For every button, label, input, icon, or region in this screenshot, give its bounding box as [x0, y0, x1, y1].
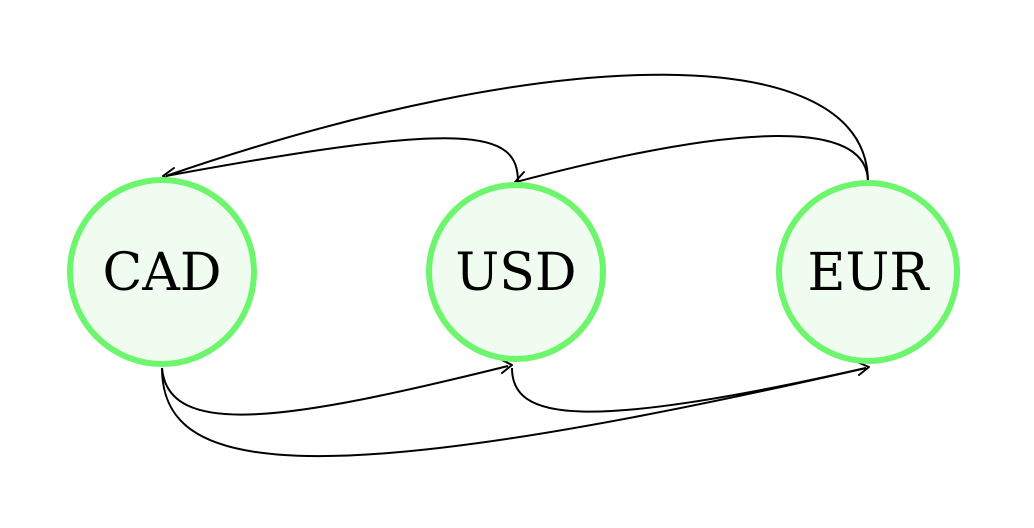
edge-usd-to-cad: [165, 137, 519, 183]
node-usd-circle: [426, 182, 606, 362]
node-cad-label: CAD: [102, 243, 221, 303]
node-eur: EUR: [776, 180, 960, 364]
node-eur-circle: [776, 180, 960, 364]
edge-cad-to-usd: [161, 365, 509, 416]
node-cad: CAD: [67, 177, 257, 367]
node-cad-circle: [67, 177, 257, 367]
node-usd: USD: [426, 182, 606, 362]
edge-eur-to-usd: [515, 135, 869, 183]
node-usd-label: USD: [455, 243, 576, 303]
node-eur-label: EUR: [808, 243, 931, 303]
edge-cad-to-eur: [161, 367, 867, 458]
edge-usd-to-eur: [511, 367, 867, 413]
edge-eur-to-cad: [165, 73, 869, 183]
